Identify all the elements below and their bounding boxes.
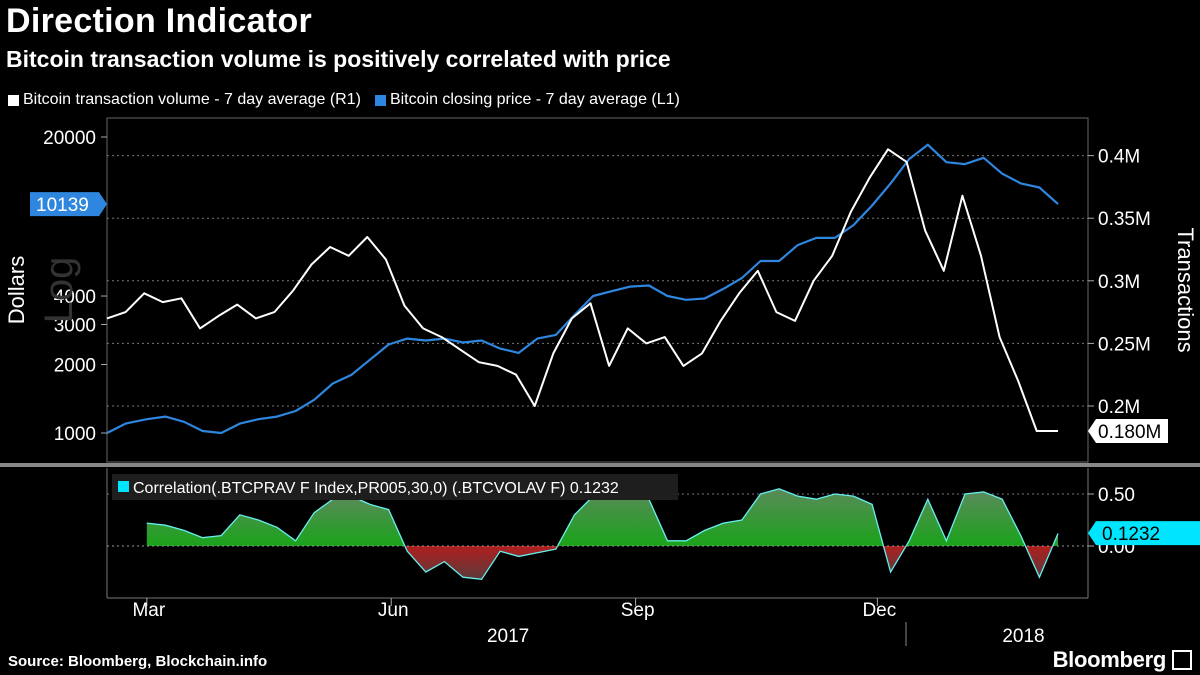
left-axis-tick-label: 4000 [54,287,96,308]
legend-swatch-price [374,94,386,106]
chart-subtitle: Bitcoin transaction volume is positively… [6,46,671,72]
legend: Bitcoin transaction volume - 7 day avera… [8,91,680,109]
legend-item-volume: Bitcoin transaction volume - 7 day avera… [8,91,361,109]
volume-current-label: 0.180M [1098,422,1161,443]
x-month-label: Sep [621,600,655,621]
left-axis-tick-label: 20000 [43,128,96,149]
left-axis-tick-label: 3000 [54,315,96,336]
right-axis-tick-label: 0.3M [1098,272,1140,293]
top-panel-frame [106,117,1089,463]
corr-current-label: 0.1232 [1102,524,1160,545]
log-scale-watermark: Log [37,257,81,324]
source-note: Source: Bloomberg, Blockchain.info [8,653,268,670]
price-current-marker [30,192,107,217]
right-axis-title: Transactions [1173,227,1198,352]
price-series-line [106,143,1059,435]
bloomberg-logo-icon [1172,650,1192,670]
corr-area-negative [404,546,558,580]
right-axis-tick-label: 0.2M [1098,397,1140,418]
corr-area-positive [557,488,884,546]
volume-series-line [106,148,1058,432]
left-axis-title: Dollars [4,256,29,324]
corr-legend-swatch [118,481,129,492]
corr-legend-box [112,474,678,500]
right-axis-tick-label: 0.35M [1098,209,1151,230]
legend-label-price: Bitcoin closing price - 7 day average (L… [389,91,680,108]
x-year-label: 2017 [487,626,529,647]
right-axis-tick-label: 0.4M [1098,147,1140,168]
left-axis-tick-label: 1000 [54,424,96,445]
x-month-label: Jun [378,600,409,621]
brand: Bloomberg [1053,647,1192,673]
corr-area-negative [1025,546,1053,578]
corr-current-marker [1088,521,1200,546]
right-axis-tick-label: 0.25M [1098,334,1151,355]
chart-title: Direction Indicator [6,2,313,40]
corr-axis-tick-label: 0.50 [1098,485,1135,506]
x-month-label: Mar [132,600,165,621]
price-current-label: 10139 [36,195,89,216]
legend-label-volume: Bitcoin transaction volume - 7 day avera… [23,91,361,108]
brand-name: Bloomberg [1052,647,1167,672]
left-axis-tick-label: 2000 [54,356,96,377]
volume-current-marker [1088,419,1168,444]
corr-area-positive [906,491,1026,546]
corr-area-positive [146,496,405,546]
x-month-label: Dec [862,600,896,621]
legend-item-price: Bitcoin closing price - 7 day average (L… [374,91,680,109]
corr-legend-label: Correlation(.BTCPRAV F Index,PR005,30,0)… [133,480,619,497]
legend-swatch-volume [8,94,19,106]
x-year-label: 2018 [1002,626,1044,647]
